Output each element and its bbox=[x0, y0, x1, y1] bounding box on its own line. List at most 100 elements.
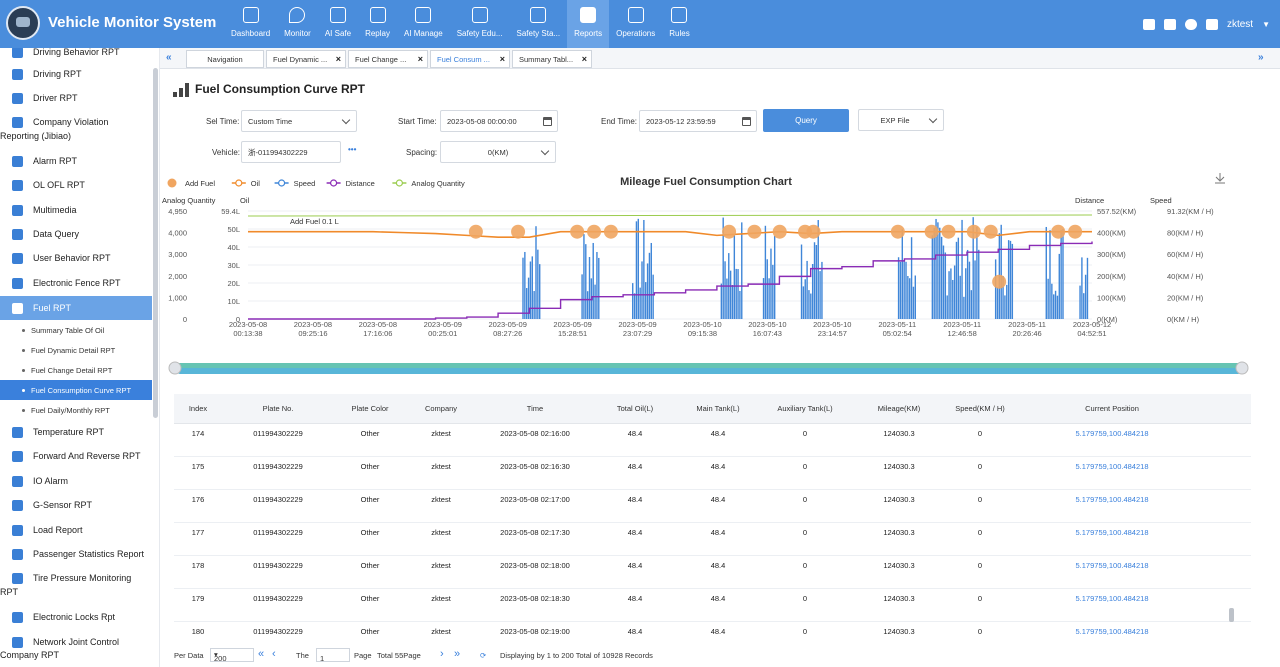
sidebar-scrollbar[interactable] bbox=[153, 68, 158, 418]
sidebar-sub-fuel-consumption-curve[interactable]: Fuel Consumption Curve RPT bbox=[0, 380, 152, 400]
position-link[interactable]: 5.179759,100.484218 bbox=[1075, 429, 1149, 438]
sidebar-item-io-alarm[interactable]: IO Alarm bbox=[0, 469, 152, 493]
start-time-input[interactable]: 2023-05-08 00:00:00 bbox=[440, 110, 558, 132]
table-row[interactable]: 177 011994302229 Other zktest 2023-05-08 02:… bbox=[174, 523, 1251, 556]
nav-dashboard[interactable]: Dashboard bbox=[224, 0, 277, 48]
tab-fuel-consumption[interactable]: Fuel Consum ... × bbox=[430, 50, 510, 68]
calendar-icon[interactable] bbox=[742, 117, 751, 126]
column-header[interactable]: Plate Color bbox=[351, 404, 389, 413]
column-header[interactable]: Time bbox=[526, 404, 544, 413]
nav-reports[interactable]: Reports bbox=[567, 0, 610, 48]
per-data-select[interactable]: 200 ▾ bbox=[210, 648, 254, 663]
column-header[interactable]: Company bbox=[424, 404, 458, 413]
position-link[interactable]: 5.179759,100.484218 bbox=[1075, 561, 1149, 570]
column-header[interactable]: Total Oil(L) bbox=[616, 404, 654, 413]
sel-time-select[interactable]: Custom Time bbox=[241, 110, 357, 132]
nav-replay[interactable]: Replay bbox=[358, 0, 397, 48]
close-icon[interactable]: × bbox=[499, 54, 505, 64]
nav-safety-sta[interactable]: Safety Sta... bbox=[510, 0, 568, 48]
tab-fuel-dynamic[interactable]: Fuel Dynamic ... × bbox=[266, 50, 346, 68]
sidebar-item-driving-behavior[interactable]: Driving Behavior RPT bbox=[0, 48, 152, 62]
sidebar-item-electronic-locks[interactable]: Electronic Locks Rpt bbox=[0, 605, 152, 629]
sidebar-item-temperature[interactable]: Temperature RPT bbox=[0, 420, 152, 444]
speed-bar bbox=[585, 244, 587, 319]
more-dots-icon[interactable]: ••• bbox=[348, 145, 357, 154]
first-page-icon[interactable]: « bbox=[258, 648, 265, 660]
sidebar-sub-fuel-daily-monthly[interactable]: Fuel Daily/Monthly RPT bbox=[0, 400, 152, 420]
query-button[interactable]: Query bbox=[763, 109, 849, 132]
column-header[interactable]: Main Tank(L) bbox=[696, 404, 740, 413]
nav-operations[interactable]: Operations bbox=[609, 0, 662, 48]
sidebar-item-company-violation[interactable]: Company Violation bbox=[0, 110, 152, 134]
page-input[interactable]: 1 bbox=[316, 648, 350, 663]
next-page-icon[interactable]: › bbox=[440, 648, 444, 660]
nav-rules[interactable]: Rules bbox=[662, 0, 696, 48]
column-header[interactable]: Index bbox=[188, 404, 208, 413]
sidebar-item-driving-rpt[interactable]: Driving RPT bbox=[0, 62, 152, 86]
exp-file-button[interactable]: EXP File bbox=[858, 109, 944, 131]
sidebar-item-g-sensor[interactable]: G-Sensor RPT bbox=[0, 493, 152, 517]
tab-navigation[interactable]: Navigation bbox=[186, 50, 264, 68]
sidebar-item-load-report[interactable]: Load Report bbox=[0, 518, 152, 542]
tab-fuel-change[interactable]: Fuel Change ... × bbox=[348, 50, 428, 68]
table-row[interactable]: 179 011994302229 Other zktest 2023-05-08 02:… bbox=[174, 589, 1251, 622]
prev-page-icon[interactable]: ‹ bbox=[272, 648, 276, 660]
position-link[interactable]: 5.179759,100.484218 bbox=[1075, 594, 1149, 603]
column-header[interactable]: Speed(KM / H) bbox=[955, 404, 1005, 413]
sidebar-sub-fuel-dynamic[interactable]: Fuel Dynamic Detail RPT bbox=[0, 340, 152, 360]
table-row[interactable]: 176 011994302229 Other zktest 2023-05-08 02:… bbox=[174, 490, 1251, 523]
end-time-input[interactable]: 2023-05-12 23:59:59 bbox=[639, 110, 757, 132]
table-row[interactable]: 180 011994302229 Other zktest 2023-05-08 02:… bbox=[174, 622, 1251, 642]
refresh-icon[interactable]: ⟳ bbox=[480, 651, 487, 660]
sidebar-item-user-behavior[interactable]: User Behavior RPT bbox=[0, 246, 152, 270]
sidebar-item-tire-pressure[interactable]: Tire Pressure Monitoring bbox=[0, 566, 152, 590]
sidebar-item-passenger[interactable]: Passenger Statistics Report bbox=[0, 542, 152, 566]
sidebar-item-ol-ofl[interactable]: OL OFL RPT bbox=[0, 173, 152, 197]
cloud-icon[interactable] bbox=[1184, 18, 1197, 30]
column-header[interactable]: Current Position bbox=[1085, 404, 1139, 413]
user-name[interactable]: zktest bbox=[1226, 18, 1254, 30]
close-icon[interactable]: × bbox=[417, 54, 423, 64]
nav-safety-edu[interactable]: Safety Edu... bbox=[450, 0, 510, 48]
sidebar-item-electronic-fence[interactable]: Electronic Fence RPT bbox=[0, 271, 152, 295]
download-icon[interactable] bbox=[1215, 173, 1225, 184]
nav-monitor[interactable]: Monitor bbox=[277, 0, 318, 48]
sidebar-item-fuel-rpt[interactable]: Fuel RPT bbox=[0, 296, 152, 320]
close-icon[interactable]: × bbox=[581, 54, 587, 64]
close-icon[interactable]: × bbox=[335, 54, 341, 64]
slider-handle-right[interactable] bbox=[1235, 361, 1249, 375]
table-row[interactable]: 175 011994302229 Other zktest 2023-05-08 02:… bbox=[174, 457, 1251, 490]
sidebar-item-data-query[interactable]: Data Query bbox=[0, 222, 152, 246]
sidebar-item-alarm-rpt[interactable]: Alarm RPT bbox=[0, 149, 152, 173]
mail-icon[interactable] bbox=[1205, 18, 1218, 30]
slider-handle-left[interactable] bbox=[168, 361, 182, 375]
user-menu-caret-icon[interactable]: ▼ bbox=[1262, 19, 1270, 29]
table-scrollbar[interactable] bbox=[1229, 608, 1234, 622]
calendar-icon[interactable] bbox=[543, 117, 552, 126]
position-link[interactable]: 5.179759,100.484218 bbox=[1075, 462, 1149, 471]
column-header[interactable]: Plate No. bbox=[262, 404, 294, 413]
tab-summary-table[interactable]: Summary Tabl... × bbox=[512, 50, 592, 68]
nav-ai-safe[interactable]: AI Safe bbox=[318, 0, 358, 48]
sidebar-item-driver-rpt[interactable]: Driver RPT bbox=[0, 86, 152, 110]
spacing-select[interactable]: 0(KM) bbox=[440, 141, 556, 163]
sidebar-sub-fuel-change[interactable]: Fuel Change Detail RPT bbox=[0, 360, 152, 380]
nav-ai-manage[interactable]: AI Manage bbox=[397, 0, 450, 48]
grid-apps-icon[interactable] bbox=[1142, 18, 1155, 30]
table-row[interactable]: 178 011994302229 Other zktest 2023-05-08 02:… bbox=[174, 556, 1251, 589]
sidebar-item-network-joint[interactable]: Network Joint Control bbox=[0, 630, 152, 654]
sidebar-sub-summary-oil[interactable]: Summary Table Of Oil bbox=[0, 320, 152, 340]
position-link[interactable]: 5.179759,100.484218 bbox=[1075, 495, 1149, 504]
sidebar-item-multimedia[interactable]: Multimedia bbox=[0, 198, 152, 222]
position-link[interactable]: 5.179759,100.484218 bbox=[1075, 627, 1149, 636]
position-link[interactable]: 5.179759,100.484218 bbox=[1075, 528, 1149, 537]
table-row[interactable]: 174 011994302229 Other zktest 2023-05-08 02:… bbox=[174, 424, 1251, 457]
column-header[interactable]: Auxiliary Tank(L) bbox=[777, 404, 833, 413]
last-page-icon[interactable]: » bbox=[454, 648, 461, 660]
tshirt-icon[interactable] bbox=[1163, 18, 1176, 30]
vehicle-input[interactable]: 浙-011994302229 bbox=[241, 141, 341, 163]
column-header[interactable]: Mileage(KM) bbox=[877, 404, 921, 413]
tabs-scroll-right-icon[interactable]: » bbox=[1258, 52, 1264, 63]
sidebar-item-forward-reverse[interactable]: Forward And Reverse RPT bbox=[0, 444, 152, 468]
tabs-scroll-left-icon[interactable]: « bbox=[166, 52, 172, 63]
